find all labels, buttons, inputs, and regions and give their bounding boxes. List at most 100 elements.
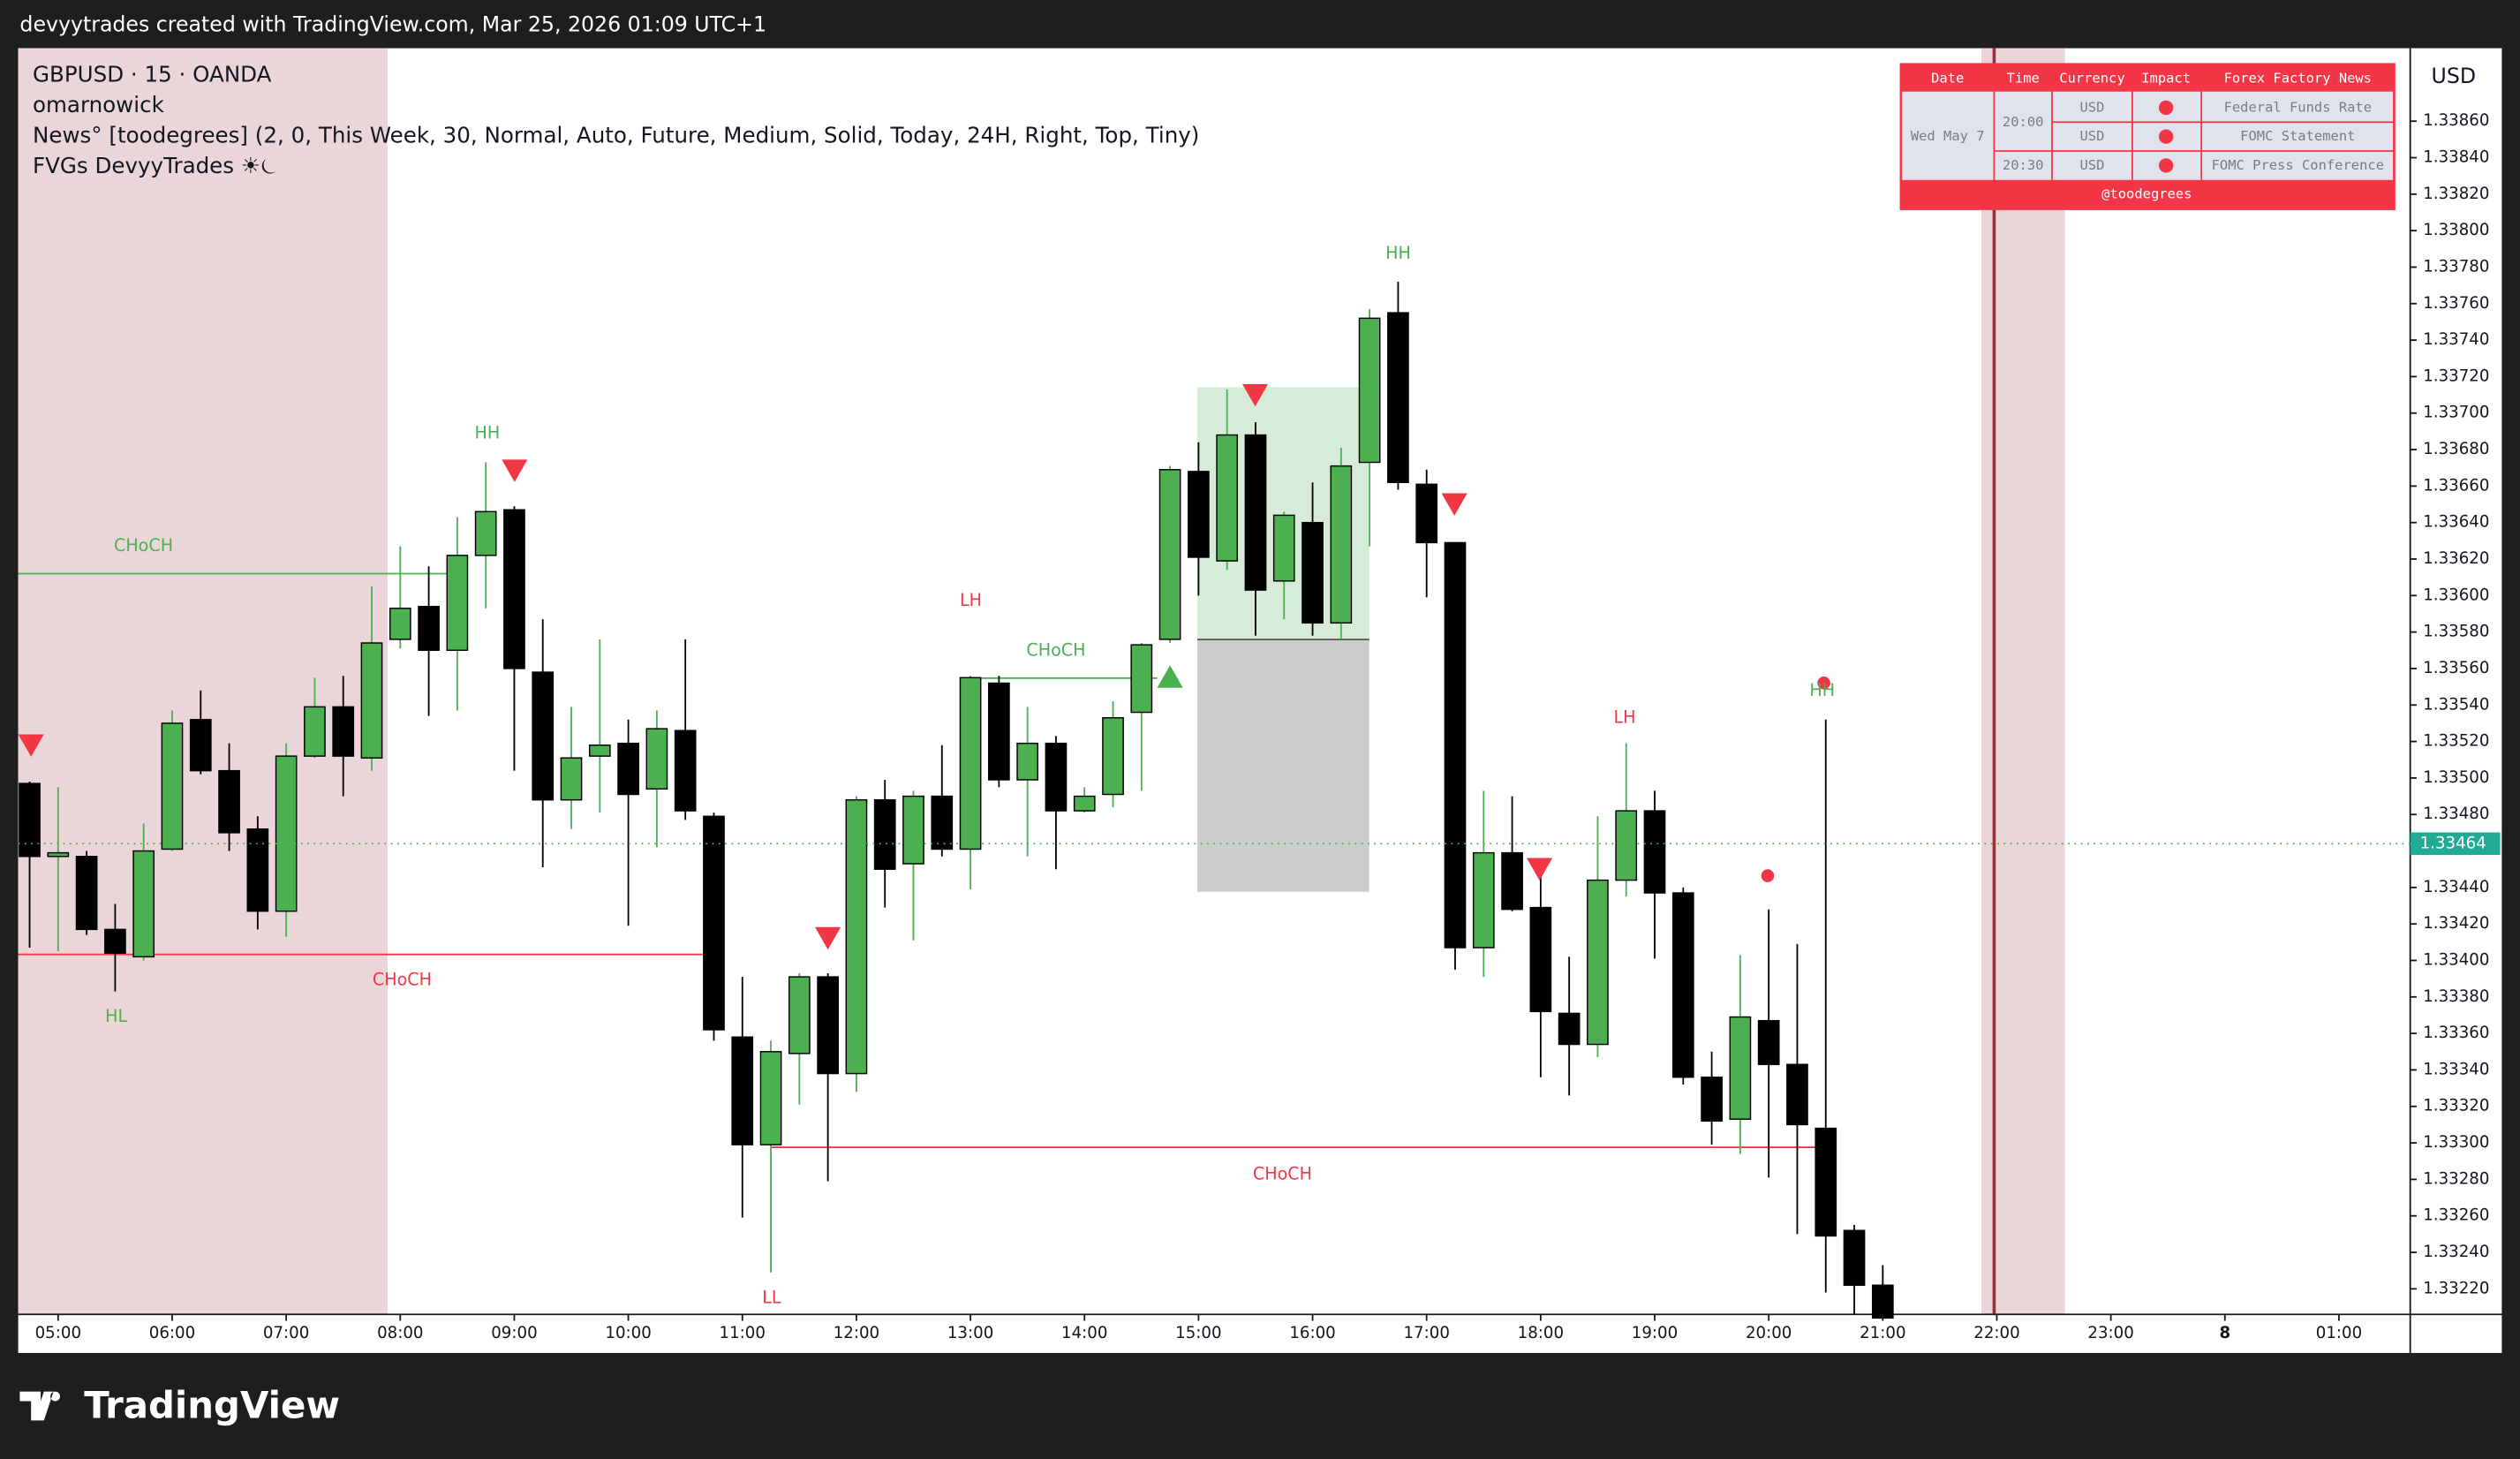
y-tick-label: 1.33540 xyxy=(2423,695,2489,714)
candle-body xyxy=(1045,742,1068,812)
last-price-label: 1.33464 xyxy=(2420,834,2486,852)
candle-body xyxy=(104,928,126,954)
x-tick-label: 09:00 xyxy=(491,1324,537,1342)
y-tick-label: 1.33640 xyxy=(2423,513,2489,532)
session-shade xyxy=(18,48,389,1315)
table-cell: USD xyxy=(2079,128,2104,144)
candle-body xyxy=(1729,1016,1752,1120)
fvg-box xyxy=(1197,639,1369,892)
sell-signal xyxy=(1441,493,1467,517)
candle-body xyxy=(189,719,212,772)
x-tick-label: 12:00 xyxy=(834,1324,879,1342)
sell-signal xyxy=(502,459,528,482)
candle-body xyxy=(1244,434,1267,591)
x-tick-label: 08:00 xyxy=(377,1324,423,1342)
candle-body xyxy=(645,728,668,790)
y-tick-label: 1.33340 xyxy=(2423,1060,2489,1078)
structure-label: HH xyxy=(1385,243,1411,263)
candle-body xyxy=(503,509,525,669)
candle-body xyxy=(446,555,469,652)
candle-body xyxy=(47,851,70,858)
candle-body xyxy=(1671,892,1694,1078)
y-tick-label: 1.33800 xyxy=(2423,221,2489,239)
y-tick-label: 1.33780 xyxy=(2423,257,2489,276)
structure-label: CHoCH xyxy=(1026,639,1085,660)
table-cell: Federal Funds Rate xyxy=(2224,99,2372,115)
x-tick-label: 21:00 xyxy=(1860,1324,1905,1342)
y-tick-label: 1.33500 xyxy=(2423,768,2489,787)
y-tick-label: 1.33840 xyxy=(2423,148,2489,167)
y-tick-label: 1.33280 xyxy=(2423,1169,2489,1188)
candle-body xyxy=(1501,851,1523,911)
candles xyxy=(19,282,1894,1319)
table-cell: USD xyxy=(2079,157,2104,173)
candle-body xyxy=(389,608,411,640)
news-table: Date Time Currency Impact Forex Factory … xyxy=(1899,63,2396,210)
logo: TradingView xyxy=(19,1383,340,1426)
candle-body xyxy=(988,682,1010,781)
y-tick-label: 1.33660 xyxy=(2423,476,2489,495)
candle-body xyxy=(1643,810,1666,894)
sell-signal xyxy=(1241,383,1269,407)
y-tick-label: 1.33220 xyxy=(2423,1279,2489,1297)
candle-body xyxy=(1073,795,1096,812)
table-cell: 20:30 xyxy=(2003,157,2044,173)
table-footer-text: @toodegrees xyxy=(2101,186,2192,202)
candle-body xyxy=(1387,312,1409,483)
y-tick-label: 1.33520 xyxy=(2423,732,2489,751)
x-tick-label: 20:00 xyxy=(1746,1324,1792,1342)
candle-body xyxy=(246,828,269,912)
logo-text: TradingView xyxy=(84,1383,340,1426)
y-tick-label: 1.33380 xyxy=(2423,987,2489,1006)
x-tick-label: 18:00 xyxy=(1518,1324,1564,1342)
x-tick-label: 22:00 xyxy=(1973,1324,2019,1342)
table-cell: FOMC Statement xyxy=(2240,128,2355,144)
legend-line: News° [toodegrees] (2, 0, This Week, 30,… xyxy=(33,123,1199,148)
candle-body xyxy=(759,1051,782,1145)
table-header xyxy=(1900,64,2395,92)
y-tick-label: 1.33600 xyxy=(2423,586,2489,604)
impact-dot xyxy=(2158,129,2174,144)
y-tick-label: 1.33720 xyxy=(2423,367,2489,385)
candle-body xyxy=(132,850,155,958)
x-tick-label: 19:00 xyxy=(1632,1324,1678,1342)
y-tick-label: 1.33240 xyxy=(2423,1243,2489,1261)
candle-body xyxy=(532,671,555,801)
y-tick-label: 1.33760 xyxy=(2423,294,2489,313)
table-footer xyxy=(1900,179,2395,209)
header-text: devyytrades created with TradingView.com… xyxy=(19,12,766,37)
signals xyxy=(18,383,1830,950)
x-tick-label: 10:00 xyxy=(605,1324,651,1342)
y-tick-label: 1.33740 xyxy=(2423,330,2489,349)
candle-body xyxy=(617,742,639,796)
y-tick-label: 1.33320 xyxy=(2423,1097,2489,1115)
y-tick-label: 1.33300 xyxy=(2423,1133,2489,1152)
x-tick-label: 23:00 xyxy=(2087,1324,2133,1342)
candle-body xyxy=(1701,1076,1723,1123)
currency-label[interactable]: USD xyxy=(2432,64,2477,88)
candle-body xyxy=(1815,1127,1837,1237)
y-tick-label: 1.33560 xyxy=(2423,659,2489,677)
candle-body xyxy=(275,755,298,912)
table-cell: USD xyxy=(2079,99,2104,115)
candle-body xyxy=(731,1036,754,1145)
annotations: CHoCH HL CHoCH HH LH CHoCH LL HH CHoCH LH HH xyxy=(105,243,1835,1308)
candle-body xyxy=(788,976,811,1055)
candle-body xyxy=(931,795,954,850)
x-tick-label: 01:00 xyxy=(2316,1324,2362,1342)
candle-body xyxy=(1529,906,1552,1013)
candle-body xyxy=(902,795,924,865)
x-tick-label: 15:00 xyxy=(1175,1324,1221,1342)
candle-body xyxy=(873,798,896,870)
table-cell: FOMC Press Conference xyxy=(2212,157,2384,173)
candle-body xyxy=(560,757,583,801)
y-tick-label: 1.33400 xyxy=(2423,950,2489,969)
x-tick-label: 8 xyxy=(2219,1324,2230,1342)
sell-signal xyxy=(18,734,44,757)
table-header-cell: Currency xyxy=(2059,71,2124,87)
candle-body xyxy=(218,769,240,834)
x-tick-label: 07:00 xyxy=(263,1324,309,1342)
candle-body xyxy=(1757,1019,1780,1065)
